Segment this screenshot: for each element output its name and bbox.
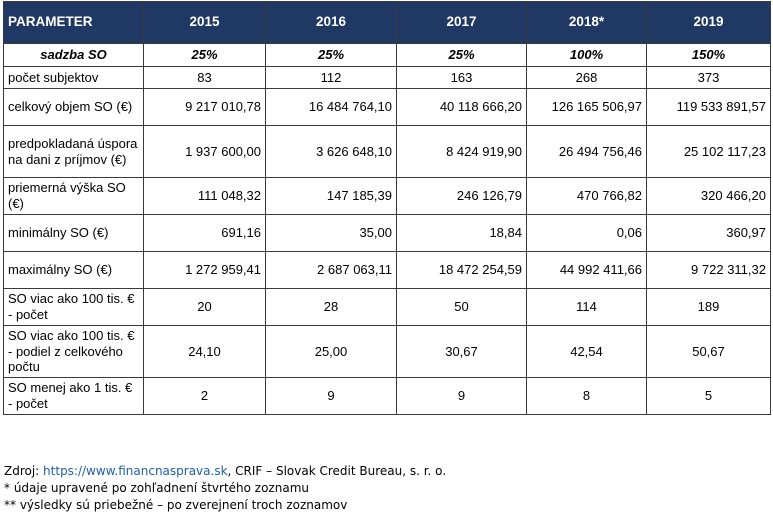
row-value: 83 xyxy=(143,66,266,89)
row-value: 16 484 764,10 xyxy=(265,88,397,126)
row-value: 44 992 411,66 xyxy=(526,251,647,289)
row-value: 9 xyxy=(265,377,397,415)
footnote-adjusted: * údaje upravené po zohľadnení štvrtého … xyxy=(4,481,309,495)
footnote-preliminary: ** výsledky sú priebežné – po zverejnení… xyxy=(4,498,348,512)
statistics-table: PARAMETER 2015 2016 2017 2018* 2019 sadz… xyxy=(3,1,771,415)
row-value: 8 424 919,90 xyxy=(396,125,527,178)
table-row: priemerná výška SO (€) 111 048,32 147 185,… xyxy=(3,177,771,215)
row-value: 373 xyxy=(646,66,771,89)
source-link[interactable]: https://www.financnasprava.sk xyxy=(43,464,228,478)
row-value: 18,84 xyxy=(396,214,527,252)
row-value: 470 766,82 xyxy=(526,177,647,215)
row-label: celkový objem SO (€) xyxy=(3,88,144,126)
header-year: 2017 xyxy=(396,1,527,44)
row-label: minimálny SO (€) xyxy=(3,214,144,252)
row-value: 50 xyxy=(396,288,527,326)
row-value: 30,67 xyxy=(396,325,527,378)
row-value: 1 272 959,41 xyxy=(143,251,266,289)
row-value: 28 xyxy=(265,288,397,326)
row-value: 126 165 506,97 xyxy=(526,88,647,126)
footnotes: Zdroj: https://www.financnasprava.sk, CR… xyxy=(4,463,446,514)
row-value: 1 937 600,00 xyxy=(143,125,266,178)
row-value: 18 472 254,59 xyxy=(396,251,527,289)
rate-value: 25% xyxy=(396,43,527,67)
row-value: 114 xyxy=(526,288,647,326)
table-row: počet subjektov 83 112 163 268 373 xyxy=(3,66,771,89)
row-value: 189 xyxy=(646,288,771,326)
table-header-row: PARAMETER 2015 2016 2017 2018* 2019 xyxy=(3,1,771,44)
row-value: 111 048,32 xyxy=(143,177,266,215)
row-value: 320 466,20 xyxy=(646,177,771,215)
rate-row: sadzba SO 25% 25% 25% 100% 150% xyxy=(3,43,771,67)
row-value: 42,54 xyxy=(526,325,647,378)
row-label: SO menej ako 1 tis. € - počet xyxy=(3,377,144,415)
table-row: predpokladaná úspora na dani z príjmov (… xyxy=(3,125,771,178)
table-row: SO viac ako 100 tis. € - počet 20 28 50 114 1… xyxy=(3,288,771,326)
row-value: 0,06 xyxy=(526,214,647,252)
header-year: 2015 xyxy=(143,1,266,44)
table-row: maximálny SO (€) 1 272 959,41 2 687 063,11… xyxy=(3,251,771,289)
table-row: minimálny SO (€) 691,16 35,00 18,84 0,06 360,… xyxy=(3,214,771,252)
row-value: 9 722 311,32 xyxy=(646,251,771,289)
row-value: 268 xyxy=(526,66,647,89)
row-value: 8 xyxy=(526,377,647,415)
row-value: 40 118 666,20 xyxy=(396,88,527,126)
rate-value: 25% xyxy=(143,43,266,67)
row-value: 9 xyxy=(396,377,527,415)
row-label: SO viac ako 100 tis. € - počet xyxy=(3,288,144,326)
row-value: 5 xyxy=(646,377,771,415)
row-value: 25 102 117,23 xyxy=(646,125,771,178)
row-value: 20 xyxy=(143,288,266,326)
header-year: 2016 xyxy=(265,1,397,44)
source-prefix: Zdroj: xyxy=(4,464,44,478)
header-year: 2018* xyxy=(526,1,647,44)
row-value: 2 687 063,11 xyxy=(265,251,397,289)
source-line: Zdroj: https://www.financnasprava.sk, CR… xyxy=(4,463,446,480)
row-value: 9 217 010,78 xyxy=(143,88,266,126)
row-value: 112 xyxy=(265,66,397,89)
table-row: SO viac ako 100 tis. € - podiel z celkov… xyxy=(3,325,771,378)
rate-value: 150% xyxy=(646,43,771,67)
row-value: 360,97 xyxy=(646,214,771,252)
row-label: SO viac ako 100 tis. € - podiel z celkov… xyxy=(3,325,144,378)
row-label: priemerná výška SO (€) xyxy=(3,177,144,215)
table-row: SO menej ako 1 tis. € - počet 2 9 9 8 5 xyxy=(3,377,771,415)
row-value: 163 xyxy=(396,66,527,89)
rate-value: 100% xyxy=(526,43,647,67)
rate-label: sadzba SO xyxy=(3,43,144,67)
row-value: 35,00 xyxy=(265,214,397,252)
source-suffix: , CRIF – Slovak Credit Bureau, s. r. o. xyxy=(227,464,447,478)
row-value: 50,67 xyxy=(646,325,771,378)
row-value: 24,10 xyxy=(143,325,266,378)
table-row: celkový objem SO (€) 9 217 010,78 16 484 7… xyxy=(3,88,771,126)
row-value: 246 126,79 xyxy=(396,177,527,215)
row-value: 26 494 756,46 xyxy=(526,125,647,178)
row-value: 119 533 891,57 xyxy=(646,88,771,126)
row-label: maximálny SO (€) xyxy=(3,251,144,289)
header-year: 2019 xyxy=(646,1,771,44)
row-value: 147 185,39 xyxy=(265,177,397,215)
row-value: 2 xyxy=(143,377,266,415)
row-label: počet subjektov xyxy=(3,66,144,89)
row-value: 3 626 648,10 xyxy=(265,125,397,178)
row-value: 25,00 xyxy=(265,325,397,378)
rate-value: 25% xyxy=(265,43,397,67)
row-value: 691,16 xyxy=(143,214,266,252)
header-parameter: PARAMETER xyxy=(3,1,144,44)
row-label: predpokladaná úspora na dani z príjmov (… xyxy=(3,125,144,178)
